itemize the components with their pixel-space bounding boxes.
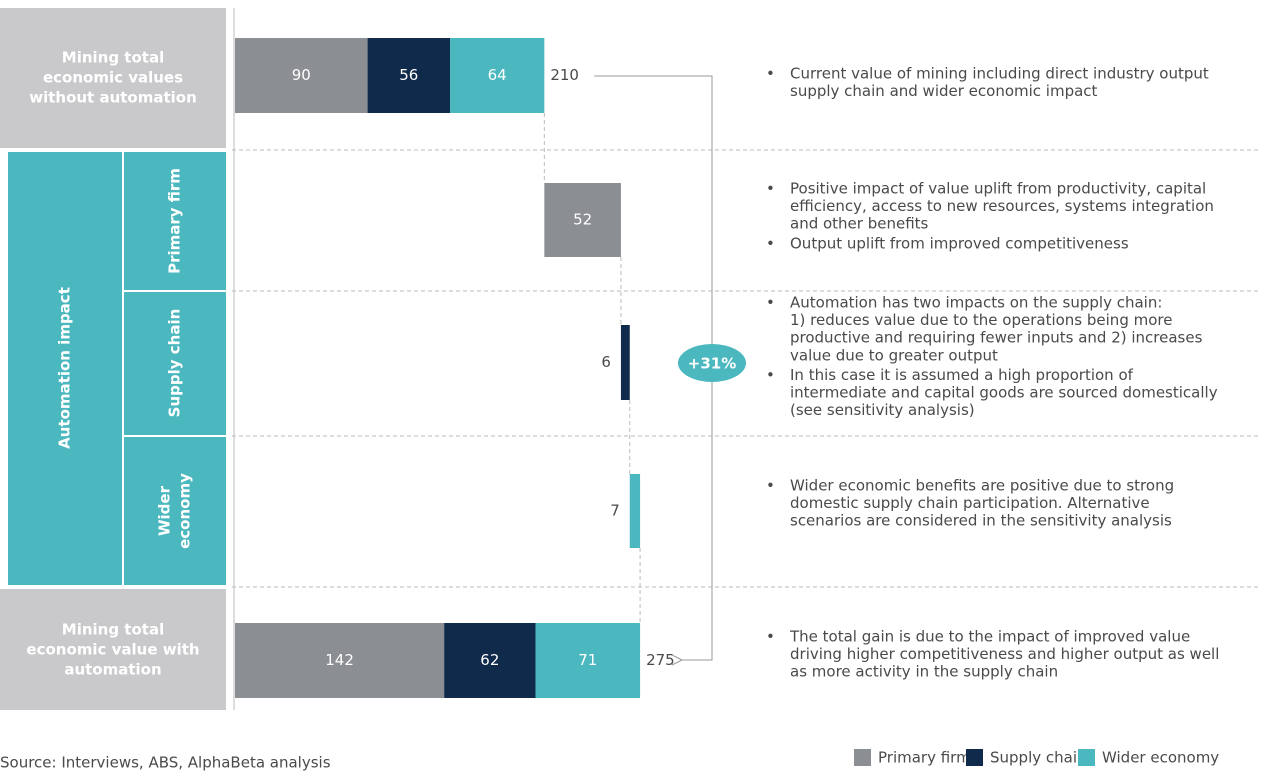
bar-label: 52 — [573, 211, 592, 229]
supply-box — [124, 292, 226, 435]
bar-label: 7 — [610, 502, 620, 520]
bullet: • — [766, 628, 775, 646]
bar — [367, 38, 451, 113]
row-label: economic values — [43, 69, 183, 87]
legend-label: Primary firms — [878, 749, 979, 767]
bar — [444, 623, 536, 698]
wider-box — [124, 437, 226, 585]
bar — [450, 38, 545, 113]
bar — [620, 325, 630, 400]
note-text: Wider economic benefits are positive due… — [790, 477, 1174, 495]
note-text: efficiency, access to new resources, sys… — [790, 197, 1214, 215]
note-text: value due to greater output — [790, 346, 998, 364]
left-panel — [0, 8, 226, 710]
bullet: • — [766, 180, 775, 198]
row-label: Wider — [156, 485, 174, 536]
end-box — [0, 589, 226, 710]
bar-label: 71 — [578, 651, 597, 669]
total-label: 275 — [646, 651, 675, 669]
row-label: automation — [64, 661, 161, 679]
change-label: +31% — [688, 355, 736, 373]
bullet: • — [766, 366, 775, 384]
row-label: without automation — [29, 89, 197, 107]
note-text: Current value of mining including direct… — [790, 65, 1209, 83]
bar — [535, 623, 641, 698]
label-group: Supply chain — [166, 309, 184, 418]
legend-swatch — [854, 749, 871, 766]
impact-box — [8, 152, 122, 585]
legend-swatch — [1078, 749, 1095, 766]
note-text: Positive impact of value uplift from pro… — [790, 180, 1206, 198]
source: Source: Interviews, ABS, AlphaBeta analy… — [0, 754, 331, 772]
bullet: • — [766, 477, 775, 495]
row-label: economy — [176, 473, 194, 549]
legend-swatch — [966, 749, 983, 766]
note-text: intermediate and capital goods are sourc… — [790, 384, 1218, 402]
label-group: Primary firm — [166, 168, 184, 274]
note-text: 1) reduces value due to the operations b… — [790, 311, 1172, 329]
note-text: Automation has two impacts on the supply… — [790, 294, 1162, 312]
primary-box — [124, 152, 226, 290]
bar-label: 64 — [488, 66, 507, 84]
bullet: • — [766, 294, 775, 312]
bar — [544, 183, 621, 257]
note-text: as more activity in the supply chain — [790, 663, 1058, 681]
note-text: productive and requiring fewer inputs an… — [790, 329, 1203, 347]
label-group: Automation impact — [56, 287, 74, 449]
note-text: In this case it is assumed a high propor… — [790, 366, 1134, 384]
bar-label: 56 — [399, 66, 418, 84]
bar-label: 90 — [292, 66, 311, 84]
change-bubble — [678, 344, 746, 382]
bar-label: 62 — [480, 651, 499, 669]
note-text: domestic supply chain participation. Alt… — [790, 494, 1150, 512]
row-label: Mining total — [62, 621, 164, 639]
row-label: Automation impact — [56, 287, 74, 449]
row-label: Mining total — [62, 49, 164, 67]
row-label: Supply chain — [166, 309, 184, 418]
bar — [235, 38, 368, 113]
start-box — [0, 8, 226, 148]
total-label: 210 — [550, 66, 579, 84]
note-text: (see sensitivity analysis) — [790, 401, 975, 419]
note-text: and other benefits — [790, 215, 929, 233]
label-group: Mining total economic values without autom… — [29, 49, 197, 107]
legend-label: Supply chain — [990, 749, 1087, 767]
bullet: • — [766, 65, 775, 83]
bar-label: 142 — [325, 651, 354, 669]
bar — [235, 623, 445, 698]
note-text: driving higher competitiveness and highe… — [790, 645, 1219, 663]
row-label: economic value with — [26, 641, 199, 659]
note-text: supply chain and wider economic impact — [790, 82, 1098, 100]
label-group: Mining total economic value with automatio… — [26, 621, 199, 679]
note-text: scenarios are considered in the sensitiv… — [790, 512, 1172, 530]
note-text: The total gain is due to the impact of i… — [789, 628, 1190, 646]
legend-label: Wider economy — [1102, 749, 1219, 767]
bar-label: 6 — [601, 353, 611, 371]
label-group: Wider economy — [156, 473, 194, 549]
bullet: • — [766, 234, 775, 252]
note-text: Output uplift from improved competitiven… — [790, 234, 1129, 252]
bar — [629, 474, 641, 548]
row-label: Primary firm — [166, 168, 184, 274]
